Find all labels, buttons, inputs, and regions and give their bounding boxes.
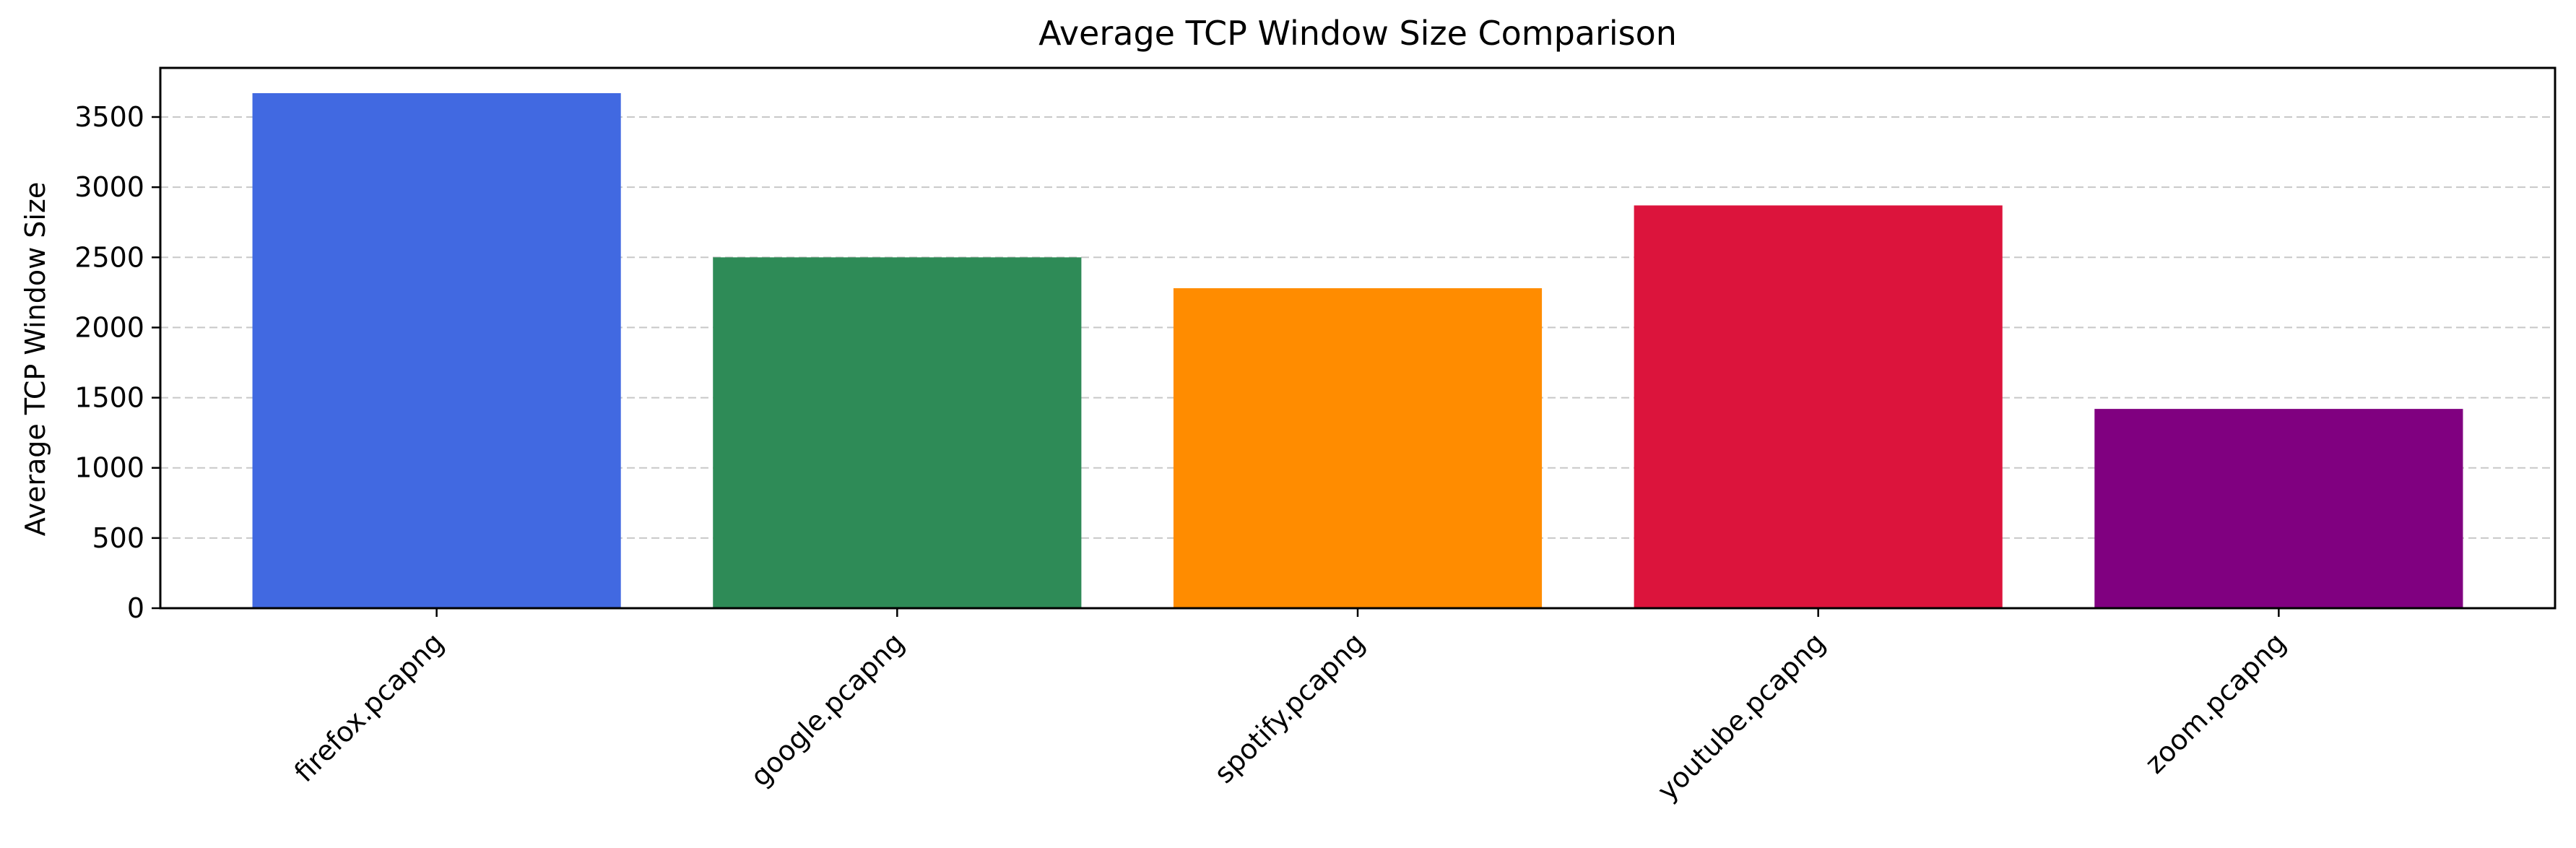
x-tick-label: spotify.pcapng — [1208, 626, 1371, 789]
x-tick-label: google.pcapng — [745, 626, 911, 792]
bars — [252, 92, 2463, 608]
y-tick-label: 3000 — [74, 171, 144, 203]
x-tick-label: firefox.pcapng — [288, 626, 450, 788]
bar-spotify-pcapng — [1173, 288, 1543, 608]
x-tick-label: youtube.pcapng — [1651, 626, 1831, 807]
y-tick-label: 500 — [92, 522, 144, 554]
y-tick-label: 1000 — [74, 452, 144, 484]
bar-youtube-pcapng — [1634, 205, 2003, 608]
bar-firefox-pcapng — [252, 92, 621, 608]
y-tick-label: 0 — [127, 592, 144, 624]
bar-zoom-pcapng — [2094, 409, 2463, 608]
x-axis-ticks: firefox.pcapng google.pcapng spotify.pcapn… — [288, 608, 2292, 807]
y-axis-ticks: 0 500 1000 1500 2000 2500 3000 3500 — [74, 101, 160, 624]
y-tick-label: 1500 — [74, 382, 144, 414]
y-axis-label: Average TCP Window Size — [19, 182, 51, 537]
chart-title: Average TCP Window Size Comparison — [1038, 14, 1677, 53]
bar-google-pcapng — [713, 257, 1082, 608]
y-tick-label: 2000 — [74, 311, 144, 343]
x-tick-label: zoom.pcapng — [2138, 626, 2291, 779]
y-tick-label: 2500 — [74, 241, 144, 273]
y-tick-label: 3500 — [74, 101, 144, 133]
